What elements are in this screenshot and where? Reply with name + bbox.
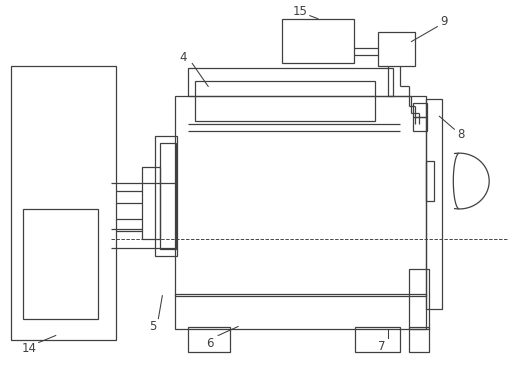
- Text: 4: 4: [180, 51, 187, 64]
- Text: 7: 7: [378, 340, 386, 353]
- Bar: [155, 136, 177, 256]
- Bar: [175, 96, 426, 296]
- Bar: [160, 143, 176, 249]
- Bar: [282, 19, 354, 63]
- Bar: [175, 294, 426, 328]
- Bar: [188, 68, 392, 96]
- Bar: [23, 209, 97, 319]
- Text: 9: 9: [441, 15, 448, 28]
- Bar: [410, 326, 429, 352]
- Bar: [11, 66, 116, 341]
- Text: 8: 8: [457, 128, 465, 141]
- Bar: [414, 103, 427, 117]
- Bar: [355, 326, 400, 352]
- Text: 14: 14: [21, 342, 36, 355]
- Text: 5: 5: [148, 320, 156, 333]
- Bar: [188, 326, 230, 352]
- Bar: [426, 99, 442, 308]
- Bar: [414, 117, 427, 131]
- Text: 6: 6: [206, 337, 214, 350]
- Bar: [378, 32, 415, 66]
- Bar: [410, 269, 429, 328]
- Bar: [142, 167, 160, 239]
- Bar: [426, 161, 435, 201]
- Text: 15: 15: [292, 5, 307, 18]
- Bar: [195, 81, 375, 121]
